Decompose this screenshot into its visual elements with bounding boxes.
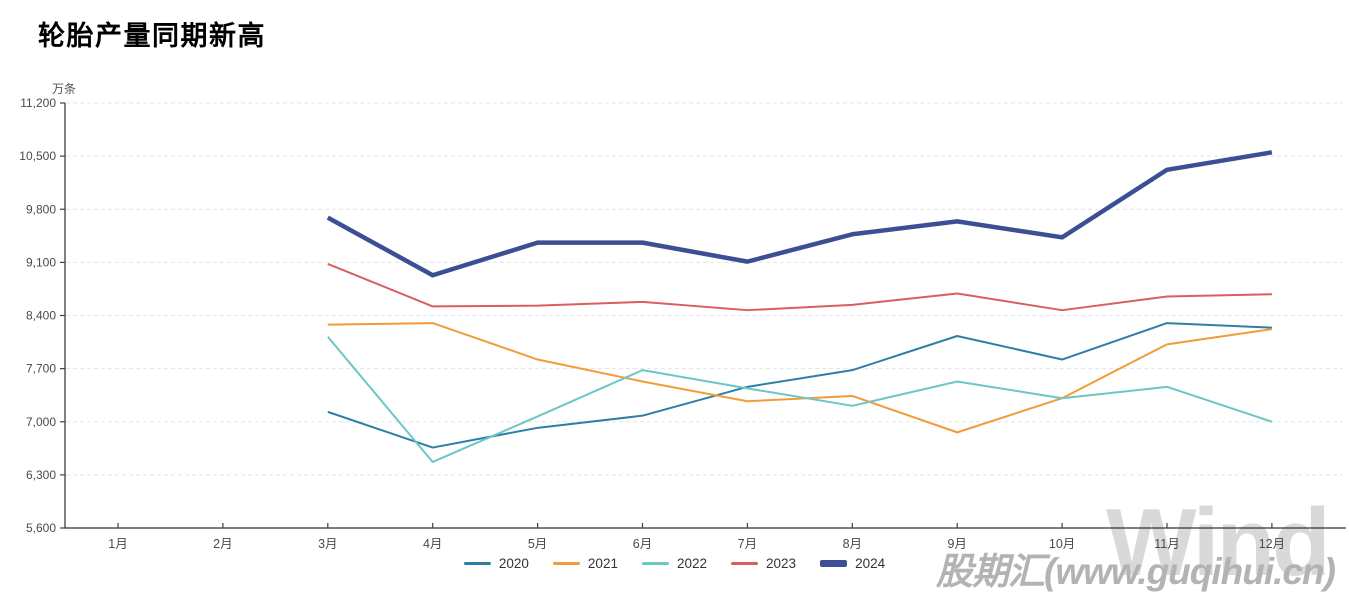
x-tick-label: 9月 (947, 537, 966, 551)
watermark-site-url: 股期汇(www.guqihui.cn) (936, 551, 1336, 592)
series-line-2024 (326, 150, 1273, 278)
legend-item-2023[interactable]: 2023 (731, 556, 796, 571)
y-tick-label: 7,000 (26, 415, 56, 429)
legend-swatch-2024 (820, 560, 848, 567)
legend-item-2022[interactable]: 2022 (641, 556, 708, 571)
series-line-2020 (327, 322, 1272, 449)
y-tick-label: 9,100 (26, 255, 56, 269)
x-tick-label: 2月 (213, 537, 232, 551)
x-tick-label: 7月 (738, 537, 757, 551)
series-line-2023 (327, 262, 1272, 312)
legend-label-2022: 2022 (676, 556, 708, 571)
legend-swatch-2021 (552, 562, 580, 565)
watermark-wind-logo: Wind (1106, 489, 1331, 596)
y-tick-label: 7,700 (26, 362, 56, 376)
x-tick-label: 11月 (1154, 537, 1179, 551)
x-tick-label: 4月 (423, 537, 442, 551)
x-tick-label: 1月 (108, 537, 127, 551)
x-tick-label: 10月 (1049, 537, 1075, 551)
legend-swatch-2020 (463, 562, 491, 565)
legend-item-2020[interactable]: 2020 (463, 556, 529, 571)
x-tick-label: 3月 (318, 537, 337, 551)
y-tick-label: 10,500 (19, 149, 56, 163)
y-tick-label: 8,400 (26, 309, 56, 323)
legend-label-2021: 2021 (587, 556, 618, 571)
y-axis-unit-label: 万条 (52, 82, 77, 96)
legend-item-2024[interactable]: 2024 (820, 556, 885, 571)
legend-label-2023: 2023 (766, 556, 797, 571)
x-tick-label: 6月 (633, 537, 652, 551)
legend-swatch-2022 (641, 562, 669, 565)
series-line-2021 (327, 322, 1273, 434)
chart-title: 轮胎产量同期新高 (38, 21, 266, 52)
y-tick-label: 11,200 (20, 96, 56, 110)
y-tick-label: 6,300 (26, 468, 56, 482)
x-tick-label: 8月 (843, 537, 862, 551)
x-tick-label: 12月 (1259, 537, 1285, 551)
series-line-2022 (327, 336, 1273, 463)
legend-swatch-2023 (731, 562, 759, 565)
y-tick-label: 9,800 (26, 202, 56, 216)
legend-label-2024: 2024 (855, 556, 886, 571)
y-tick-label: 5,600 (26, 521, 56, 535)
legend-label-2020: 2020 (498, 556, 529, 571)
x-tick-label: 5月 (528, 537, 547, 551)
chart-legend: 2020 2021 2022 2023 2024 (0, 556, 1349, 571)
legend-item-2021[interactable]: 2021 (552, 556, 618, 571)
